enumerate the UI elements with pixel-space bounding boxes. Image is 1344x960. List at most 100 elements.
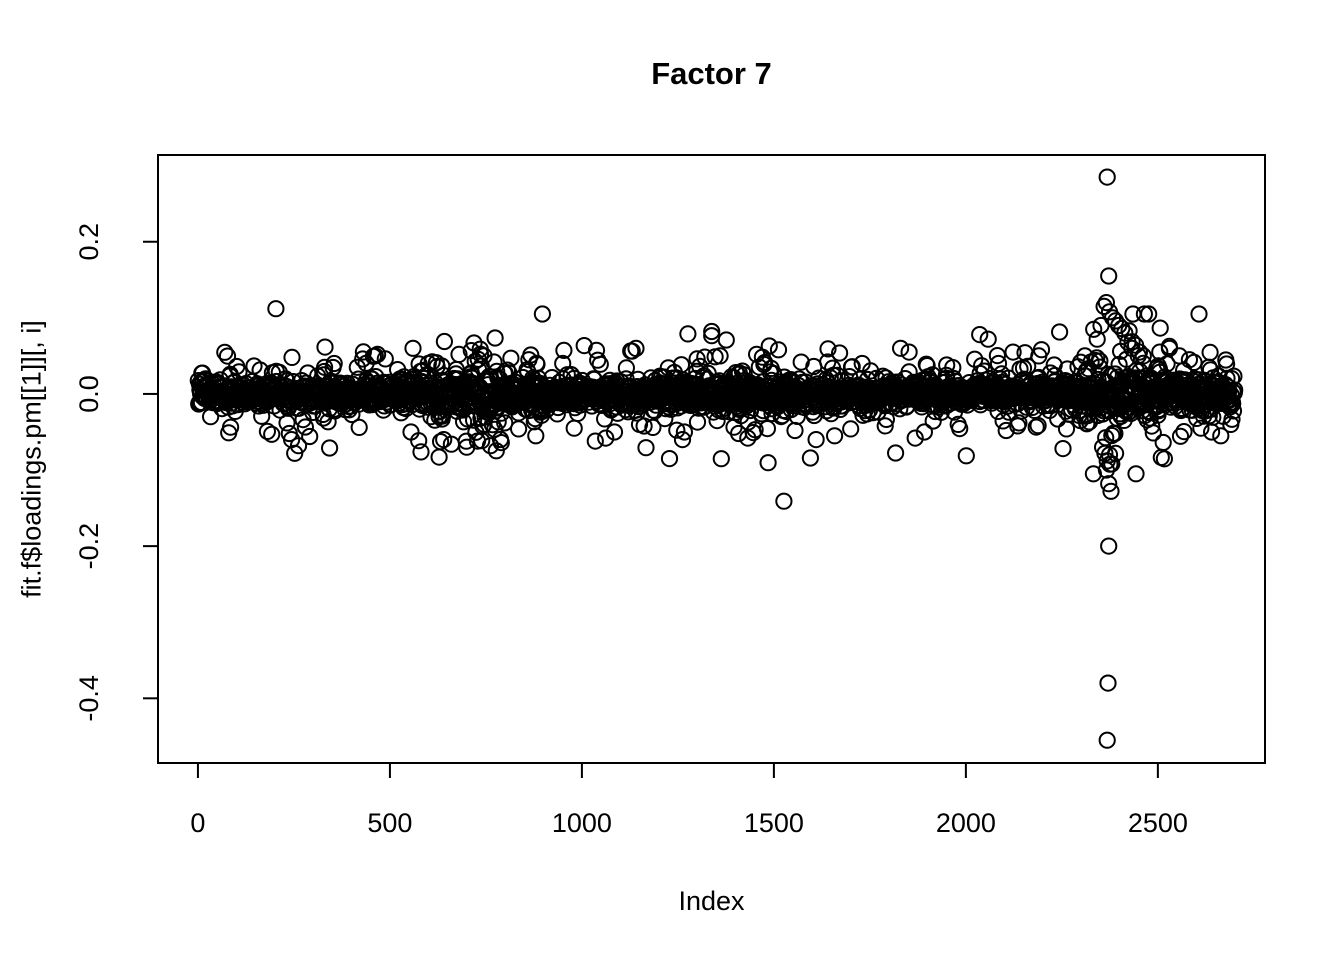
x-axis-tick-label: 2000 bbox=[936, 808, 996, 838]
data-point bbox=[775, 492, 793, 510]
data-point bbox=[1192, 419, 1210, 437]
data-point bbox=[321, 439, 339, 457]
data-point bbox=[679, 325, 697, 343]
data-point bbox=[988, 347, 1007, 365]
data-point bbox=[1098, 731, 1116, 749]
data-point bbox=[404, 339, 422, 357]
data-point bbox=[949, 415, 967, 433]
data-point bbox=[1135, 305, 1154, 323]
data-point bbox=[1127, 465, 1145, 483]
data-point bbox=[465, 411, 483, 429]
data-point bbox=[1100, 475, 1118, 493]
data-point bbox=[1084, 465, 1103, 483]
data-point bbox=[887, 444, 905, 462]
data-point bbox=[325, 354, 343, 373]
data-point bbox=[1076, 347, 1094, 365]
data-point bbox=[296, 418, 314, 436]
data-point bbox=[1144, 424, 1162, 442]
data-point bbox=[376, 350, 394, 368]
data-point bbox=[1097, 294, 1116, 312]
x-axis-tick-label: 1500 bbox=[744, 808, 804, 838]
data-point bbox=[1171, 427, 1190, 445]
data-point bbox=[906, 429, 924, 447]
data-point bbox=[1030, 347, 1048, 365]
data-point bbox=[1151, 319, 1169, 337]
data-point bbox=[688, 413, 707, 431]
data-point bbox=[876, 417, 894, 435]
data-point bbox=[668, 421, 686, 439]
data-point bbox=[366, 347, 384, 365]
scatter-points bbox=[189, 168, 1244, 749]
data-point bbox=[1103, 455, 1121, 473]
data-point bbox=[263, 425, 281, 443]
data-point bbox=[826, 427, 844, 445]
data-point bbox=[502, 349, 520, 367]
data-point bbox=[492, 434, 510, 452]
data-point bbox=[617, 359, 636, 377]
data-point bbox=[267, 300, 285, 318]
data-point bbox=[218, 347, 237, 365]
data-point bbox=[605, 423, 624, 441]
data-point bbox=[1116, 324, 1134, 342]
data-point bbox=[1097, 461, 1116, 479]
data-point bbox=[892, 339, 910, 357]
data-point bbox=[630, 415, 649, 433]
data-point bbox=[389, 361, 407, 379]
data-point bbox=[419, 354, 437, 373]
data-point bbox=[496, 414, 514, 432]
data-point bbox=[489, 413, 507, 431]
data-point bbox=[597, 429, 615, 447]
data-point bbox=[1175, 423, 1193, 441]
data-point bbox=[1095, 297, 1113, 315]
data-point bbox=[430, 448, 448, 466]
data-point bbox=[527, 427, 545, 445]
data-point bbox=[853, 354, 871, 373]
x-axis-label: Index bbox=[678, 886, 745, 916]
data-point bbox=[758, 420, 777, 438]
data-point bbox=[739, 429, 757, 447]
data-point bbox=[1170, 347, 1189, 365]
data-point bbox=[283, 348, 301, 366]
data-point bbox=[1051, 323, 1069, 341]
data-point bbox=[520, 351, 538, 369]
data-point bbox=[971, 326, 989, 344]
data-point bbox=[807, 431, 825, 449]
data-point bbox=[786, 421, 804, 440]
data-point bbox=[1103, 426, 1121, 445]
y-axis-tick-label: -0.2 bbox=[74, 523, 104, 570]
data-point bbox=[801, 449, 820, 467]
data-point bbox=[769, 341, 788, 359]
data-point bbox=[486, 329, 504, 347]
data-point bbox=[475, 347, 493, 365]
data-point bbox=[412, 443, 430, 461]
data-point bbox=[278, 414, 296, 432]
data-point bbox=[1027, 418, 1045, 436]
data-point bbox=[1226, 381, 1244, 399]
data-point bbox=[1201, 343, 1219, 361]
data-point bbox=[688, 350, 706, 368]
y-axis-tick-label: 0.0 bbox=[74, 375, 104, 413]
data-point bbox=[533, 305, 552, 323]
data-point bbox=[819, 353, 837, 371]
data-point bbox=[997, 421, 1015, 440]
x-axis-tick-label: 500 bbox=[367, 808, 412, 838]
chart-title: Factor 7 bbox=[651, 56, 772, 91]
data-point bbox=[1140, 305, 1158, 323]
data-point bbox=[957, 447, 975, 465]
data-point bbox=[1225, 367, 1243, 385]
data-point bbox=[555, 341, 573, 359]
data-point bbox=[487, 442, 505, 460]
data-point bbox=[760, 337, 778, 355]
data-point bbox=[1029, 417, 1047, 435]
plot-border bbox=[157, 154, 1266, 764]
data-point bbox=[289, 437, 308, 455]
data-point bbox=[1098, 168, 1116, 186]
x-axis-tick-label: 2500 bbox=[1128, 808, 1188, 838]
data-point bbox=[730, 424, 748, 443]
data-point bbox=[938, 356, 956, 374]
data-point bbox=[759, 454, 777, 472]
data-point bbox=[1155, 450, 1174, 468]
data-point bbox=[1099, 674, 1117, 692]
